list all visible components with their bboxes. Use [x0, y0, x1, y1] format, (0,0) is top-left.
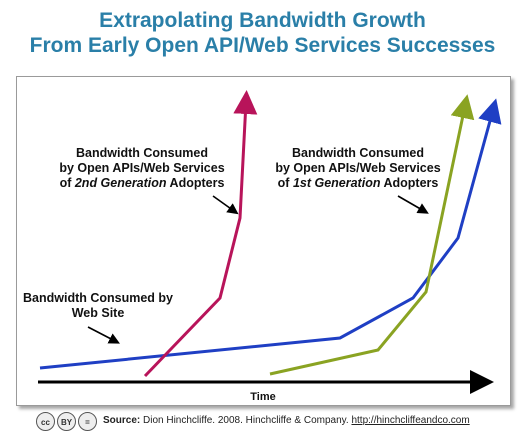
cc-by-icon: BY [57, 412, 76, 431]
label-first-gen-prefix: of [277, 176, 293, 190]
first-gen-bandwidth-curve [269, 94, 475, 376]
label-second-gen-prefix: of [59, 176, 75, 190]
footer: cc BY = Source: Dion Hinchcliffe. 2008. … [0, 412, 525, 434]
label-first-gen-line-3: of 1st Generation Adopters [258, 176, 458, 191]
cc-nd-icon: = [78, 412, 97, 431]
diagram-frame [16, 76, 511, 406]
first-gen-pointer-arrow [397, 195, 429, 214]
source-credit: Dion Hinchcliffe. 2008. Hinchcliffe & Co… [143, 415, 349, 426]
label-second-gen-line-2: by Open APIs/Web Services [59, 161, 225, 175]
label-second-gen-suffix: Adopters [166, 176, 225, 190]
web-site-pointer-arrow [87, 326, 120, 344]
label-first-gen-line-1: Bandwidth Consumed [292, 146, 424, 160]
source-label: Source: [103, 415, 141, 426]
web-site-bandwidth-curve [39, 98, 502, 370]
source-text: Source: Dion Hinchcliffe. 2008. Hinchcli… [103, 415, 470, 426]
second-gen-bandwidth-curve [143, 90, 258, 378]
label-first-gen-suffix: Adopters [380, 176, 439, 190]
time-axis-label: Time [250, 391, 276, 403]
label-second-gen-line-3: of 2nd Generation Adopters [42, 176, 242, 191]
cc-icon: cc [36, 412, 55, 431]
second-gen-pointer-arrow [212, 195, 239, 215]
label-first-gen-italic: 1st Generation [292, 176, 381, 190]
label-second-gen-line-1: Bandwidth Consumed [76, 146, 208, 160]
label-web-site-line-1: Bandwidth Consumed by [23, 291, 173, 305]
label-first-gen: Bandwidth Consumed by Open APIs/Web Serv… [258, 146, 458, 191]
label-web-site-line-2: Web Site [71, 306, 125, 320]
label-second-gen: Bandwidth Consumed by Open APIs/Web Serv… [42, 146, 242, 191]
label-second-gen-italic: 2nd Generation [74, 176, 167, 190]
source-link[interactable]: http://hinchcliffeandco.com [351, 415, 470, 426]
label-web-site: Bandwidth Consumed by Web Site [8, 291, 188, 321]
title-line-1: Extrapolating Bandwidth Growth [99, 9, 426, 32]
title-line-2: From Early Open API/Web Services Success… [29, 34, 496, 57]
label-first-gen-line-2: by Open APIs/Web Services [275, 161, 441, 175]
